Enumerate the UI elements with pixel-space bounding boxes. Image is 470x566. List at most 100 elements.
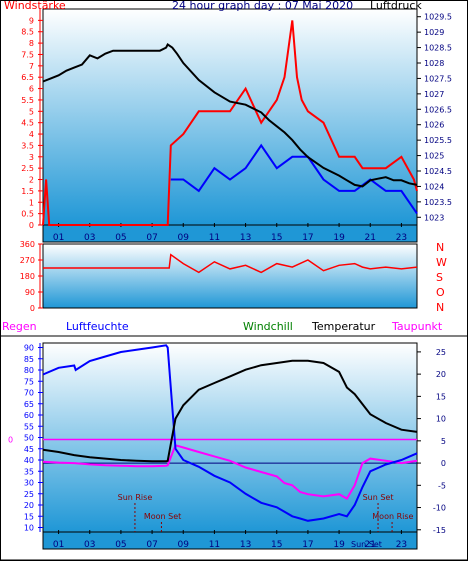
wind-tick-label-9: 9 <box>29 16 34 25</box>
p3-hour-label-19: 19 <box>333 540 345 550</box>
annotation-label-2: Sun Set <box>363 493 394 502</box>
wind-tick-label-4.5: 4.5 <box>21 119 34 128</box>
temp-tick-label-20: 20 <box>436 370 446 379</box>
temperature-series: 0 <box>8 344 418 522</box>
hum-tick-label-75: 75 <box>24 377 34 386</box>
humidity-axis: 10 15 20 25 30 35 40 45 50 55 60 65 70 75 80 85 90 <box>24 343 43 533</box>
wind-tick-label-5: 5 <box>29 107 34 116</box>
wind-tick-label-3: 3 <box>29 153 34 162</box>
p1-hour-label-13: 13 <box>240 233 251 243</box>
temperature-axis: -15 -10 -5 0 5 10 15 20 25 <box>417 348 446 535</box>
wind-tick-label-8: 8 <box>29 39 34 48</box>
p1-hour-label-23: 23 <box>396 233 407 243</box>
compass-label-0: N <box>436 241 444 254</box>
p1-hour-label-19: 19 <box>333 233 345 243</box>
pressure-tick-label-1025.5: 1025.5 <box>424 136 452 145</box>
hum-tick-label-60: 60 <box>24 411 34 420</box>
legend-2: Windchill <box>243 320 293 333</box>
p1-hour-label-21: 21 <box>365 233 376 243</box>
p1-hour-label-07: 07 <box>146 233 157 243</box>
pressure-tick-label-1029: 1029 <box>424 28 444 37</box>
annotation-label-0: Sun Rise <box>118 493 153 502</box>
hum-tick-label-10: 10 <box>24 524 34 533</box>
hour-axis-panel1: 01 03 05 07 09 11 13 15 17 19 21 23 <box>53 223 407 243</box>
direction-axis: 0 90 180 270 360 <box>20 240 43 313</box>
series-direction-line <box>43 253 418 274</box>
hum-tick-label-50: 50 <box>24 434 34 443</box>
pressure-tick-label-1027.5: 1027.5 <box>424 74 452 83</box>
series-temperature-line <box>42 359 418 463</box>
legend: Regen Luftfeuchte Windchill Temperatur Taupu… <box>2 320 443 333</box>
wind-tick-label-6: 6 <box>29 85 34 94</box>
wind-tick-label-0.5: 0.5 <box>21 210 34 219</box>
wind-tick-label-1.5: 1.5 <box>21 187 34 196</box>
pressure-label: Luftdruck <box>370 0 422 12</box>
dir-tick-label-180: 180 <box>20 272 35 281</box>
hum-tick-label-15: 15 <box>24 512 34 521</box>
wind-direction-series <box>43 253 418 274</box>
p3-hour-label-21: 21 <box>365 540 376 550</box>
hum-tick-label-25: 25 <box>24 490 34 499</box>
wind-tick-label-2: 2 <box>29 176 34 185</box>
p3-hour-label-17: 17 <box>302 540 313 550</box>
p3-hour-label-03: 03 <box>84 540 95 550</box>
temp-tick-label--5: -5 <box>438 481 446 490</box>
p3-hour-label-01: 01 <box>53 540 64 550</box>
astro-annotations: Sun Rise Moon Set Sun Set Moon Rise Sun Set <box>118 493 414 549</box>
hour-axis-panel3: 01 03 05 07 09 11 13 15 17 19 21 23 <box>53 530 407 550</box>
annotation-label-3: Moon Rise <box>372 512 413 521</box>
pressure-tick-label-1023.5: 1023.5 <box>424 198 452 207</box>
temp-tick-label-25: 25 <box>436 348 446 357</box>
series-dewpoint-line <box>42 444 418 500</box>
wind-tick-label-7.5: 7.5 <box>21 50 34 59</box>
p3-hour-label-23: 23 <box>396 540 407 550</box>
pressure-tick-label-1028.5: 1028.5 <box>424 44 452 53</box>
chart-title: 24 hour graph day : 07 Mai 2020 <box>172 0 353 12</box>
temp-tick-label--15: -15 <box>433 526 446 535</box>
dir-tick-label-270: 270 <box>20 256 35 265</box>
compass-label-3: O <box>436 286 445 299</box>
sunset-axis-label: Sun Set <box>351 540 382 549</box>
wind-axis: 0 0.5 1 1.5 2 2.5 3 3.5 4 4.5 5 5.5 6 6.5 7 7.5 8 8.5 9 <box>21 9 43 230</box>
p3-hour-label-07: 07 <box>146 540 157 550</box>
pressure-tick-label-1024.5: 1024.5 <box>424 167 452 176</box>
pressure-tick-label-1026: 1026 <box>424 121 444 130</box>
compass-label-4: N <box>436 301 444 314</box>
p3-hour-label-05: 05 <box>115 540 126 550</box>
pressure-tick-label-1025: 1025 <box>424 152 444 161</box>
series-wind-line <box>170 143 418 215</box>
temperature-plot-area <box>42 342 418 533</box>
wind-label: Windstärke <box>4 0 66 12</box>
hour-axis-band-3 <box>42 531 418 550</box>
hum-tick-label-30: 30 <box>24 479 34 488</box>
legend-3: Temperatur <box>311 320 376 333</box>
p1-hour-label-09: 09 <box>178 233 190 243</box>
legend-4: Taupunkt <box>391 320 443 333</box>
p1-hour-label-11: 11 <box>209 233 220 243</box>
hum-tick-label-65: 65 <box>24 400 34 409</box>
pressure-axis: 1023 1023.5 1024 1024.5 1025 1025.5 1026 1026.5… <box>417 13 452 222</box>
compass-label-2: S <box>436 271 443 284</box>
wind-tick-label-8.5: 8.5 <box>21 28 34 37</box>
hum-tick-label-55: 55 <box>24 422 34 431</box>
pressure-tick-label-1024: 1024 <box>424 182 444 191</box>
dir-tick-label-90: 90 <box>25 288 35 297</box>
pressure-tick-label-1028: 1028 <box>424 59 444 68</box>
wind-pressure-series <box>42 20 418 226</box>
pressure-tick-label-1027: 1027 <box>424 90 444 99</box>
p1-hour-label-03: 03 <box>84 233 95 243</box>
p3-hour-label-11: 11 <box>209 540 220 550</box>
legend-0: Regen <box>2 320 37 333</box>
wind-tick-label-1: 1 <box>29 198 34 207</box>
wind-tick-label-3.5: 3.5 <box>21 141 34 150</box>
pressure-tick-label-1029.5: 1029.5 <box>424 13 452 22</box>
hum-tick-label-45: 45 <box>24 445 34 454</box>
p3-hour-label-09: 09 <box>178 540 190 550</box>
wind-tick-label-4: 4 <box>29 130 34 139</box>
temp-tick-label-15: 15 <box>436 392 446 401</box>
hour-axis-band <box>42 224 418 243</box>
compass-label-1: W <box>436 256 447 269</box>
hum-tick-label-80: 80 <box>24 366 34 375</box>
p1-hour-label-01: 01 <box>53 233 64 243</box>
